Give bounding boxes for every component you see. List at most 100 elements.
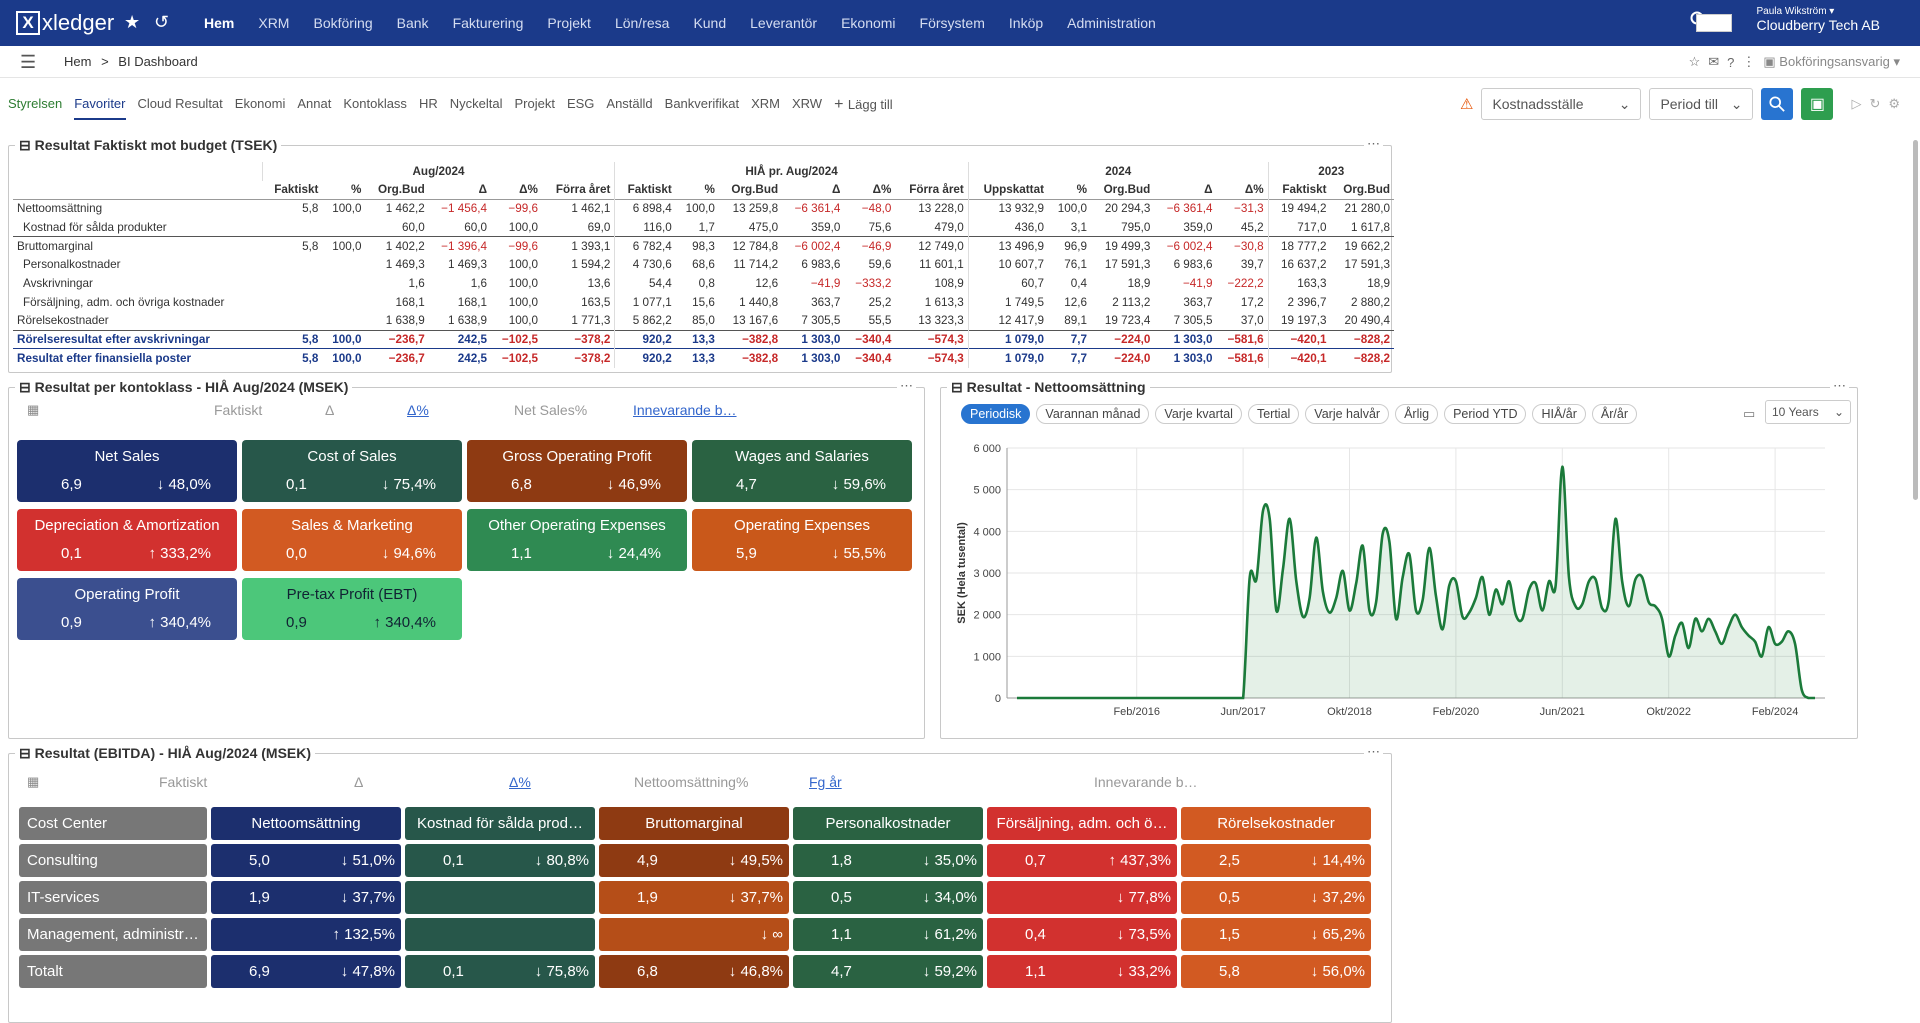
data-point[interactable] (1222, 697, 1224, 699)
ebitda-column-toggle[interactable]: Nettoomsättning% (634, 774, 749, 790)
data-point[interactable] (1029, 697, 1031, 699)
data-point[interactable] (1801, 688, 1803, 690)
data-point[interactable] (1421, 599, 1423, 601)
ebitda-header-cell[interactable]: Försäljning, adm. och ö… (987, 807, 1177, 840)
data-point[interactable] (1182, 697, 1184, 699)
data-point[interactable] (1129, 697, 1131, 699)
data-point[interactable] (1249, 576, 1251, 578)
data-point[interactable] (1814, 697, 1816, 699)
data-point[interactable] (1488, 613, 1490, 615)
data-point[interactable] (1608, 599, 1610, 601)
data-point[interactable] (1701, 630, 1703, 632)
data-point[interactable] (1548, 580, 1550, 582)
data-point[interactable] (1096, 697, 1098, 699)
data-point[interactable] (1169, 697, 1171, 699)
data-point[interactable] (1495, 588, 1497, 590)
data-point[interactable] (1687, 647, 1689, 649)
data-point[interactable] (1428, 547, 1430, 549)
panel-menu-icon[interactable]: ⋯ (1830, 378, 1849, 394)
ebitda-cell[interactable]: 5,8 ↓ 56,0% (1181, 955, 1371, 988)
data-point[interactable] (1741, 626, 1743, 628)
data-point[interactable] (1342, 570, 1344, 572)
data-point[interactable] (1328, 611, 1330, 613)
period-button[interactable]: År/år (1591, 404, 1638, 424)
data-point[interactable] (1535, 582, 1537, 584)
ebitda-cell[interactable]: 5,0 ↓ 51,0% (211, 844, 401, 877)
period-button[interactable]: Tertial (1247, 404, 1300, 424)
data-point[interactable] (1601, 607, 1603, 609)
search-button[interactable] (1761, 88, 1794, 120)
data-point[interactable] (1388, 541, 1390, 543)
nav-item[interactable]: Kund (693, 15, 727, 31)
data-point[interactable] (1654, 605, 1656, 607)
dashboard-tab[interactable]: Projekt (514, 96, 555, 111)
ebitda-column-toggle[interactable]: Δ (354, 774, 364, 790)
period-button[interactable]: Periodisk (961, 404, 1031, 424)
kontoklass-tile[interactable]: Operating Profit 0,9 ↑ 340,4% (17, 578, 237, 640)
data-point[interactable] (1395, 618, 1397, 620)
data-point[interactable] (1282, 568, 1284, 570)
data-point[interactable] (1322, 591, 1324, 593)
table-view-icon[interactable]: ▦ (27, 402, 40, 417)
col-delta[interactable]: Δ (325, 402, 335, 418)
data-point[interactable] (1734, 613, 1736, 615)
more-icon[interactable]: ⋮ (1742, 54, 1756, 69)
data-point[interactable] (1481, 576, 1483, 578)
ebitda-header-cell[interactable]: Nettoomsättning (211, 807, 401, 840)
data-point[interactable] (1761, 655, 1763, 657)
ebitda-cell[interactable]: 1,9 ↓ 37,7% (599, 881, 789, 914)
cost-center-label[interactable]: IT-services (19, 881, 207, 914)
ebitda-cell[interactable]: ↑ 132,5% (211, 918, 401, 951)
star-icon[interactable]: ★ (124, 12, 141, 32)
ebitda-column-toggle[interactable]: Fg år (809, 774, 842, 790)
ebitda-cell[interactable]: 1,5 ↓ 65,2% (1181, 918, 1371, 951)
ebitda-header-cell[interactable]: Bruttomarginal (599, 807, 789, 840)
data-point[interactable] (1036, 697, 1038, 699)
ebitda-cell[interactable]: 0,5 ↓ 34,0% (793, 881, 983, 914)
panel-menu-icon[interactable]: ⋯ (1364, 744, 1383, 760)
cost-center-label[interactable]: Management, administr… (19, 918, 207, 951)
ebitda-cell[interactable]: 1,9 ↓ 37,7% (211, 881, 401, 914)
period-button[interactable]: HIÅ/år (1532, 404, 1586, 424)
data-point[interactable] (1707, 618, 1709, 620)
ebitda-cell[interactable]: 2,5 ↓ 14,4% (1181, 844, 1371, 877)
gear-icon[interactable]: ⚙ (1888, 96, 1900, 111)
data-point[interactable] (1641, 576, 1643, 578)
period-button[interactable]: Årlig (1395, 404, 1439, 424)
cost-center-label[interactable]: Totalt (19, 955, 207, 988)
dashboard-tab[interactable]: Favoriter (74, 96, 126, 120)
data-point[interactable] (1069, 697, 1071, 699)
data-point[interactable] (1787, 630, 1789, 632)
dashboard-tab[interactable]: XRM (751, 96, 780, 111)
data-point[interactable] (1781, 641, 1783, 643)
nav-item[interactable]: Ekonomi (841, 15, 896, 31)
scrollbar[interactable] (1913, 140, 1918, 500)
chat-icon[interactable]: ✉ (1708, 54, 1720, 69)
period-select[interactable]: Period till ⌄ (1649, 88, 1754, 120)
data-point[interactable] (1508, 580, 1510, 582)
data-point[interactable] (1076, 697, 1078, 699)
data-point[interactable] (1175, 697, 1177, 699)
dashboard-tab[interactable]: Anställd (606, 96, 653, 111)
data-point[interactable] (1574, 605, 1576, 607)
data-point[interactable] (1189, 697, 1191, 699)
data-point[interactable] (1269, 518, 1271, 520)
dashboard-tab[interactable]: Bankverifikat (664, 96, 740, 111)
data-point[interactable] (1275, 609, 1277, 611)
col-delta-pct[interactable]: Δ% (407, 402, 429, 418)
period-button[interactable]: Varje halvår (1305, 404, 1390, 424)
data-point[interactable] (1515, 613, 1517, 615)
data-point[interactable] (1448, 584, 1450, 586)
ebitda-header-cell[interactable]: Cost Center (19, 807, 207, 840)
play-icon[interactable]: ▷ (1851, 96, 1862, 111)
period-button[interactable]: Varje kvartal (1155, 404, 1242, 424)
dashboard-tab[interactable]: Ekonomi (234, 96, 286, 111)
data-point[interactable] (1614, 518, 1616, 520)
nav-item[interactable]: Inköp (1008, 15, 1044, 31)
cost-center-label[interactable]: Consulting (19, 844, 207, 877)
data-point[interactable] (1062, 697, 1064, 699)
data-point[interactable] (1116, 697, 1118, 699)
data-point[interactable] (1382, 532, 1384, 534)
data-point[interactable] (1461, 616, 1463, 618)
dashboard-tab[interactable]: XRW (791, 96, 823, 111)
